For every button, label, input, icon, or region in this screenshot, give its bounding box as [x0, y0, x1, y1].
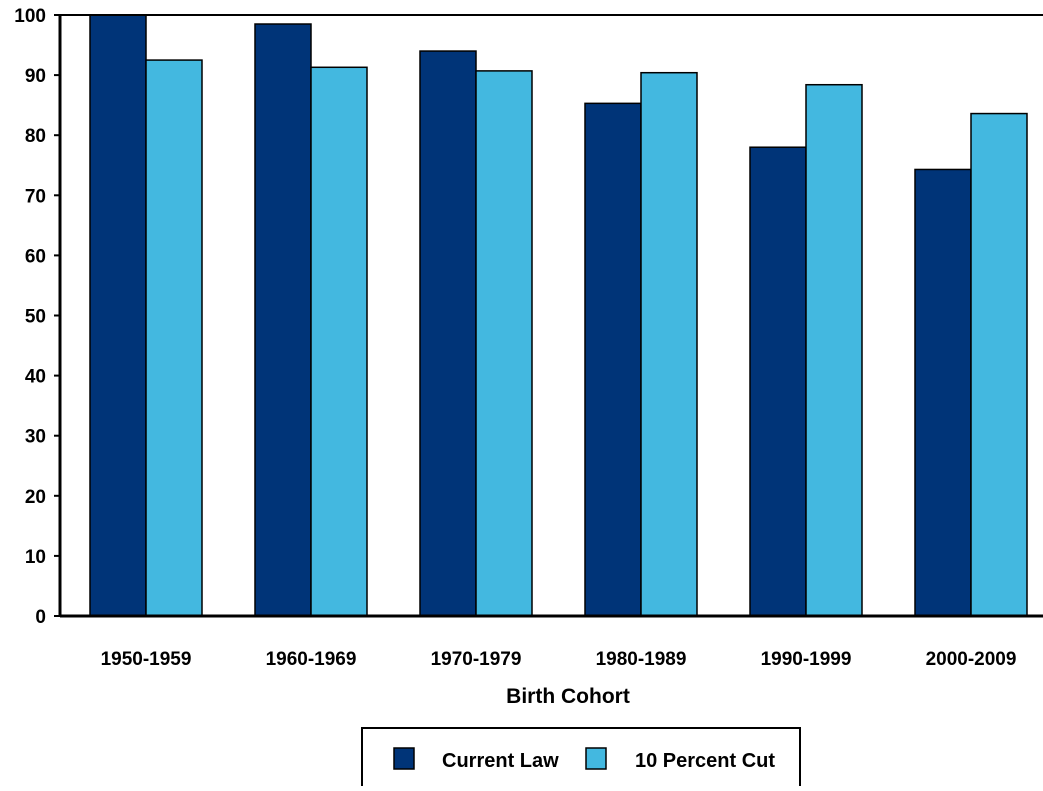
x-tick-label: 1980-1989: [596, 649, 687, 670]
y-tick-label: 0: [35, 607, 46, 628]
x-axis-title: Birth Cohort: [506, 685, 630, 708]
bar-current-law-1990-1999: [749, 146, 807, 617]
legend-frame: [361, 727, 801, 786]
y-tick-label: 30: [25, 427, 46, 448]
bar-ten-percent-cut-1950-1959: [145, 59, 203, 617]
y-tick-label: 50: [25, 307, 46, 328]
bar-ten-percent-cut-1970-1979: [475, 70, 533, 617]
x-tick-label: 1960-1969: [266, 649, 357, 670]
x-tick-label: 1990-1999: [761, 649, 852, 670]
y-tick-label: 70: [25, 186, 46, 207]
y-tick-label: 90: [25, 66, 46, 87]
legend-swatch-ten-percent-cut: [585, 747, 607, 770]
bars-layer: [89, 14, 1028, 617]
axes-layer: [58, 14, 1043, 618]
bar-current-law-1950-1959: [89, 14, 147, 617]
bar-current-law-1960-1969: [254, 23, 312, 617]
bar-current-law-1970-1979: [419, 50, 477, 617]
legend-label-current-law: Current Law: [442, 750, 559, 772]
y-tick-labels: 0 10 20 30 40 50 60 70 80 90 100: [14, 6, 60, 628]
y-tick-label: 20: [25, 487, 46, 508]
y-tick-label: 80: [25, 126, 46, 147]
legend: Current Law 10 Percent Cut: [361, 727, 801, 786]
y-tick-label: 100: [14, 6, 46, 27]
x-tick-label: 1970-1979: [431, 649, 522, 670]
y-tick-label: 40: [25, 367, 46, 388]
bar-ten-percent-cut-1990-1999: [805, 83, 863, 617]
bar-current-law-1980-1989: [584, 102, 642, 617]
x-tick-labels: 1950-1959 1960-1969 1970-1979 1980-1989 1990…: [101, 649, 1017, 670]
x-tick-label: 2000-2009: [926, 649, 1017, 670]
y-tick-label: 10: [25, 547, 46, 568]
legend-swatch-current-law: [393, 747, 415, 770]
bar-ten-percent-cut-1980-1989: [640, 71, 698, 617]
bar-current-law-2000-2009: [914, 168, 972, 617]
y-tick-label: 60: [25, 246, 46, 267]
legend-label-ten-percent-cut: 10 Percent Cut: [635, 750, 775, 772]
bar-ten-percent-cut-1960-1969: [310, 66, 368, 617]
bar-ten-percent-cut-2000-2009: [970, 112, 1028, 617]
x-tick-label: 1950-1959: [101, 649, 192, 670]
